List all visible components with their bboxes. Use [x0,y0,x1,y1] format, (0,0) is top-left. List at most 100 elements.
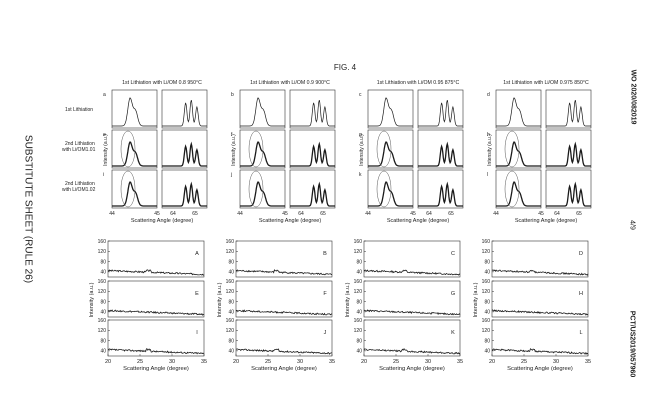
y-tick-label: 120 [482,328,491,334]
wide-panel-letter: D [579,251,583,257]
diffraction-curve-right [162,141,207,167]
y-tick-label: 160 [98,279,107,285]
wide-panel-letter: A [195,251,199,257]
y-tick-label: 80 [484,299,490,305]
wide-panel-frame [491,240,589,278]
y-tick-label: 120 [98,328,107,334]
wide-scan-trace [235,348,333,355]
x-tick-label: 25 [521,359,527,365]
row-label-3: 2nd Lithiation [65,181,95,187]
wide-panel-letter: K [451,330,455,336]
y-tick-label: 120 [226,328,235,334]
x-tick-label: 35 [201,359,207,365]
column-title: 1st Lithiation with Li/OM 0.9 900°C [250,80,330,86]
x-axis-label: Scattering Angle (degree) [259,218,322,224]
row-label-2: 2nd Lithiation [65,141,95,147]
y-tick-label: 120 [98,289,107,295]
wide-panel-letter: C [451,251,455,257]
panel-letter: a [103,92,106,98]
wide-scan-trace [491,309,589,316]
y-tick-label: 160 [226,318,235,324]
x-tick-label: 45 [154,211,160,217]
x-tick-label: 64 [426,211,432,217]
y-tick-label: 40 [100,349,106,355]
y-tick-label: 160 [98,239,107,245]
closeup-panel-right [161,169,208,209]
xrd-wide-grid: A 40 80 120 160 B 40 80 120 160 C 40 80 120 160 D 40 80 12… [89,239,591,372]
closeup-panel-left [367,169,414,209]
diffraction-curve-right [546,141,591,167]
y-axis-label: Intensity (a.u.) [473,282,479,317]
highlight-ellipse [120,170,136,208]
wide-panel-frame [363,319,461,357]
x-tick-label: 44 [237,211,243,217]
closeup-panel-right [417,89,464,129]
closeup-panel-right [161,129,208,169]
x-tick-label: 65 [576,211,582,217]
diffraction-curve-left [112,141,157,167]
x-tick-label: 35 [457,359,463,365]
wide-scan-trace [491,269,589,276]
closeup-panel-left [239,129,286,169]
xrd-closeup-grid: 1st Lithiation with Li/OM 0.8 950°C Inten… [103,80,592,224]
y-axis-label: Intensity (a.u.) [487,134,493,166]
y-tick-label: 120 [482,289,491,295]
y-tick-label: 80 [484,338,490,344]
panel-letter: d [487,92,490,98]
closeup-panel-right [417,129,464,169]
y-tick-label: 120 [226,249,235,255]
diffraction-curve-right [162,181,207,207]
wide-panel-frame [363,280,461,318]
highlight-ellipse [376,170,392,208]
y-tick-label: 160 [354,239,363,245]
row-label-1: 1st Lithiation [65,107,93,113]
closeup-panel-right [545,89,592,129]
row-label-2-sub: with Li/OM1.01 [62,147,96,153]
x-tick-label: 35 [585,359,591,365]
x-tick-label: 45 [410,211,416,217]
closeup-panel-right [545,129,592,169]
y-tick-label: 120 [226,289,235,295]
wide-panel-frame [363,240,461,278]
diffraction-curve-left [368,181,413,207]
diffraction-curve-left [496,141,541,167]
y-tick-label: 40 [100,310,106,316]
y-tick-label: 40 [484,349,490,355]
closeup-panel-left [239,89,286,129]
wide-panel-letter: H [579,291,583,297]
x-tick-label: 30 [553,359,559,365]
closeup-panel-right [289,89,336,129]
x-axis-label: Scattering Angle (degree) [251,366,317,372]
column-title: 1st Lithiation with Li/OM 0.975 850°C [503,80,589,86]
x-tick-label: 20 [361,359,367,365]
y-tick-label: 80 [484,259,490,265]
wide-panel-frame [107,319,205,357]
wide-panel-letter: L [579,330,582,336]
x-axis-label: Scattering Angle (degree) [131,218,194,224]
x-tick-label: 25 [393,359,399,365]
y-tick-label: 80 [228,259,234,265]
x-tick-label: 65 [448,211,454,217]
closeup-panel-right [545,169,592,209]
panel-letter: j [230,172,232,178]
x-tick-label: 64 [298,211,304,217]
y-axis-label: Intensity (a.u.) [359,134,365,166]
y-axis-label: Intensity (a.u.) [345,282,351,317]
x-tick-label: 30 [169,359,175,365]
highlight-ellipse [504,170,520,208]
x-axis-label: Scattering Angle (degree) [123,366,189,372]
y-tick-label: 40 [228,270,234,276]
panel-letter: b [231,92,234,98]
x-tick-label: 30 [297,359,303,365]
y-tick-label: 160 [226,239,235,245]
x-tick-label: 65 [192,211,198,217]
diffraction-curve-left [240,141,285,167]
closeup-panel-left [367,89,414,129]
y-tick-label: 160 [354,279,363,285]
highlight-ellipse [120,130,136,168]
diffraction-curve-left [112,181,157,207]
wide-scan-trace [363,309,461,316]
wide-scan-trace [363,348,461,355]
closeup-panel-left [239,169,286,209]
y-tick-label: 120 [354,289,363,295]
